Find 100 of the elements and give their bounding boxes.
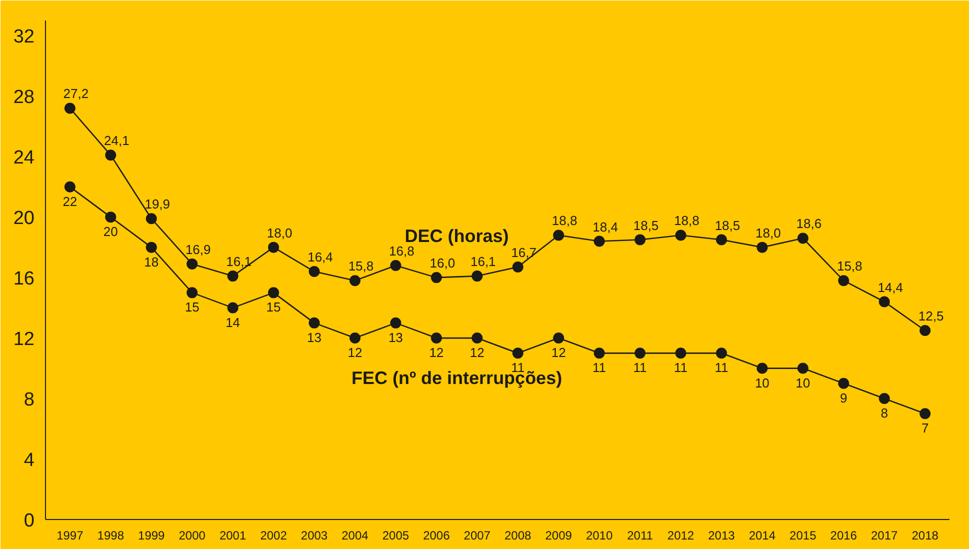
data-label: 9 [840, 390, 848, 406]
y-tick-label: 16 [13, 268, 35, 290]
data-label: 18,0 [266, 225, 292, 240]
data-label: 16,4 [308, 250, 333, 265]
point [227, 270, 238, 282]
point [594, 236, 605, 247]
point [756, 362, 768, 374]
point [634, 348, 646, 359]
x-tick-label: 1999 [138, 528, 166, 542]
point [878, 296, 890, 308]
data-label: 14 [226, 314, 240, 330]
data-label: 11 [592, 360, 606, 376]
data-label: 8 [880, 406, 888, 421]
y-tick-label: 32 [13, 26, 35, 48]
data-label: 18,4 [592, 219, 618, 234]
x-tick-label: 2003 [300, 528, 328, 542]
x-tick-label: 2001 [219, 528, 246, 542]
point [716, 348, 727, 359]
data-label: 10 [796, 375, 810, 390]
point [146, 242, 157, 253]
y-tick-label: 28 [13, 87, 35, 108]
point [186, 287, 198, 298]
point [64, 181, 76, 192]
x-tick-label: 2004 [342, 528, 369, 542]
data-label: 15,8 [348, 258, 374, 274]
point [716, 234, 727, 246]
x-tick-label: 2007 [464, 528, 491, 542]
y-tick-label: 24 [13, 148, 35, 169]
data-label: 16,1 [470, 254, 496, 270]
x-tick-label: 2008 [504, 528, 532, 542]
data-label: 12 [551, 345, 566, 360]
point [308, 317, 320, 328]
x-tick-label: 2011 [627, 528, 654, 542]
data-label: 11 [674, 360, 688, 376]
data-label: 18,5 [633, 218, 659, 233]
data-label: 13 [307, 330, 322, 345]
data-label: 13 [388, 330, 403, 345]
x-tick-label: 1997 [56, 528, 84, 542]
point [512, 348, 524, 359]
x-tick-label: 2009 [545, 528, 572, 542]
data-label: 18,8 [674, 213, 700, 228]
x-tick-label: 2012 [667, 528, 694, 542]
point [390, 260, 402, 271]
data-label: 16,1 [226, 254, 252, 270]
data-label: 18 [144, 254, 159, 270]
y-tick-label: 4 [24, 450, 35, 472]
data-label: 7 [921, 420, 929, 436]
data-label: 11 [633, 360, 647, 376]
y-tick-label: 8 [24, 390, 35, 411]
point [838, 378, 850, 389]
point [594, 348, 605, 359]
point [675, 230, 686, 241]
y-tick-label: 20 [13, 208, 35, 230]
data-label: 16,7 [511, 244, 537, 260]
point [920, 408, 931, 420]
x-tick-label: 2005 [382, 528, 410, 542]
point [472, 270, 483, 282]
data-label: 16,0 [430, 256, 456, 271]
point [675, 348, 686, 359]
x-tick-label: 1998 [97, 528, 124, 542]
data-label: 15 [184, 300, 200, 315]
point [512, 261, 524, 272]
data-label: 12 [348, 345, 362, 360]
point [756, 242, 768, 253]
point [105, 150, 116, 161]
data-label: 10 [754, 375, 770, 390]
point [186, 258, 198, 270]
data-label: 19,9 [144, 196, 170, 212]
x-tick-label: 2006 [423, 528, 450, 542]
data-label: 18,8 [552, 213, 578, 228]
point [227, 302, 238, 314]
data-label: 14,4 [878, 280, 904, 295]
point [146, 213, 157, 224]
point [878, 393, 890, 404]
data-label: 12 [470, 345, 484, 360]
data-label: 27,2 [63, 86, 89, 102]
x-tick-label: 2000 [178, 528, 206, 542]
point [920, 324, 931, 336]
data-label: 12 [429, 345, 444, 360]
data-label: 18,5 [714, 218, 740, 233]
point [838, 275, 850, 286]
point [349, 275, 360, 286]
x-tick-label: 2002 [260, 528, 288, 542]
point [308, 266, 320, 277]
data-label: 18,0 [756, 225, 781, 240]
x-tick-label: 2016 [830, 528, 858, 542]
point [430, 272, 442, 284]
data-label: 16,9 [185, 242, 211, 257]
point [472, 332, 483, 344]
x-tick-label: 2018 [912, 528, 939, 542]
point [553, 230, 564, 241]
point [390, 317, 402, 328]
data-label: 20 [103, 224, 118, 240]
point [105, 212, 116, 223]
data-label: 24,1 [104, 133, 130, 148]
x-tick-label: 2010 [586, 528, 613, 542]
point [797, 232, 808, 244]
x-tick-label: 2017 [871, 528, 898, 542]
data-label: 11 [714, 360, 728, 376]
point [268, 287, 280, 298]
